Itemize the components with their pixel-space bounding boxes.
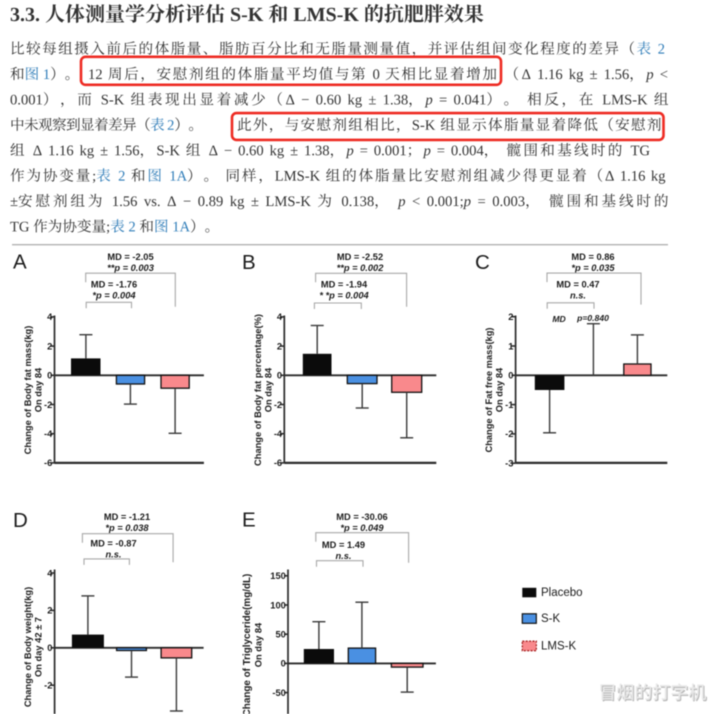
svg-text:Change of Fat free mass(kg): Change of Fat free mass(kg) (484, 327, 494, 452)
svg-text:MD = 0.86: MD = 0.86 (571, 252, 614, 262)
svg-text:MD = -2.05: MD = -2.05 (107, 252, 153, 262)
svg-text:*p = 0.004: *p = 0.004 (92, 291, 136, 301)
svg-text:D: D (13, 509, 28, 532)
svg-text:-2: -2 (274, 400, 282, 410)
svg-text:-2: -2 (44, 681, 52, 691)
svg-text:0: 0 (47, 643, 52, 653)
svg-text:-4: -4 (44, 429, 53, 439)
svg-text:2: 2 (47, 606, 52, 616)
svg-text:0: 0 (281, 659, 286, 669)
svg-text:Change of Body fat percentage(: Change of Body fat percentage(%) (253, 314, 263, 466)
svg-text:Placebo: Placebo (541, 587, 583, 599)
svg-text:**p = 0.003: **p = 0.003 (107, 263, 155, 273)
svg-text:0: 0 (277, 371, 282, 381)
svg-text:100: 100 (270, 600, 286, 610)
svg-text:n.s.: n.s. (105, 550, 121, 560)
svg-text:2: 2 (508, 312, 513, 322)
svg-text:-1: -1 (505, 400, 513, 410)
svg-text:MD = -2.52: MD = -2.52 (337, 252, 383, 262)
svg-text:-6: -6 (274, 458, 282, 468)
svg-text:*p = 0.049: *p = 0.049 (340, 523, 384, 533)
svg-text:* *p = 0.004: * *p = 0.004 (319, 291, 369, 301)
svg-text:MD = -1.76: MD = -1.76 (91, 280, 137, 290)
svg-text:Change of Body weight(kg): Change of Body weight(kg) (23, 587, 33, 707)
svg-text:2: 2 (47, 341, 52, 351)
svg-text:MD = -1.21: MD = -1.21 (104, 512, 150, 522)
svg-text:n.s.: n.s. (570, 291, 586, 301)
svg-text:MD = -30.06: MD = -30.06 (336, 512, 387, 522)
svg-text:E: E (242, 509, 256, 532)
svg-text:B: B (242, 251, 256, 274)
svg-text:p=0.840: p=0.840 (576, 313, 609, 323)
svg-text:0: 0 (47, 371, 52, 381)
svg-text:MD = 0.47: MD = 0.47 (556, 280, 599, 290)
svg-text:n.s.: n.s. (335, 551, 351, 561)
svg-text:50: 50 (275, 630, 285, 640)
svg-text:S-K: S-K (541, 613, 561, 625)
svg-text:On day 84: On day 84 (495, 367, 505, 412)
svg-text:Change of Triglyceride(mg/dL): Change of Triglyceride(mg/dL) (242, 574, 253, 714)
svg-text:On day 42 ± 7: On day 42 ± 7 (34, 617, 44, 677)
svg-text:LMS-K: LMS-K (541, 641, 576, 653)
svg-text:-4: -4 (274, 429, 283, 439)
svg-text:-2: -2 (505, 429, 513, 439)
svg-text:-6: -6 (44, 458, 52, 468)
svg-text:1: 1 (508, 341, 513, 351)
svg-text:C: C (475, 251, 490, 274)
svg-text:A: A (13, 251, 27, 274)
svg-text:MD = -0.87: MD = -0.87 (90, 539, 136, 549)
svg-text:-3: -3 (505, 459, 513, 469)
svg-text:On day 84: On day 84 (34, 367, 44, 412)
svg-text:150: 150 (270, 571, 286, 581)
svg-text:On day 84: On day 84 (254, 622, 264, 667)
svg-text:4: 4 (47, 568, 53, 578)
svg-text:2: 2 (277, 341, 282, 351)
svg-text:4: 4 (47, 312, 53, 322)
svg-text:**p = 0.002: **p = 0.002 (337, 263, 385, 273)
svg-text:-50: -50 (272, 688, 285, 698)
svg-text:MD = -1.94: MD = -1.94 (321, 280, 368, 290)
svg-text:0: 0 (508, 371, 513, 381)
svg-text:*p = 0.035: *p = 0.035 (571, 263, 615, 273)
svg-text:*p = 0.038: *p = 0.038 (105, 523, 149, 533)
svg-text:MD: MD (552, 314, 565, 324)
svg-text:-2: -2 (44, 400, 52, 410)
svg-text:On day 84: On day 84 (263, 367, 273, 412)
svg-text:4: 4 (277, 312, 283, 322)
svg-text:Change of Body fat mass(kg): Change of Body fat mass(kg) (23, 326, 33, 455)
svg-text:MD = 1.49: MD = 1.49 (322, 540, 365, 550)
